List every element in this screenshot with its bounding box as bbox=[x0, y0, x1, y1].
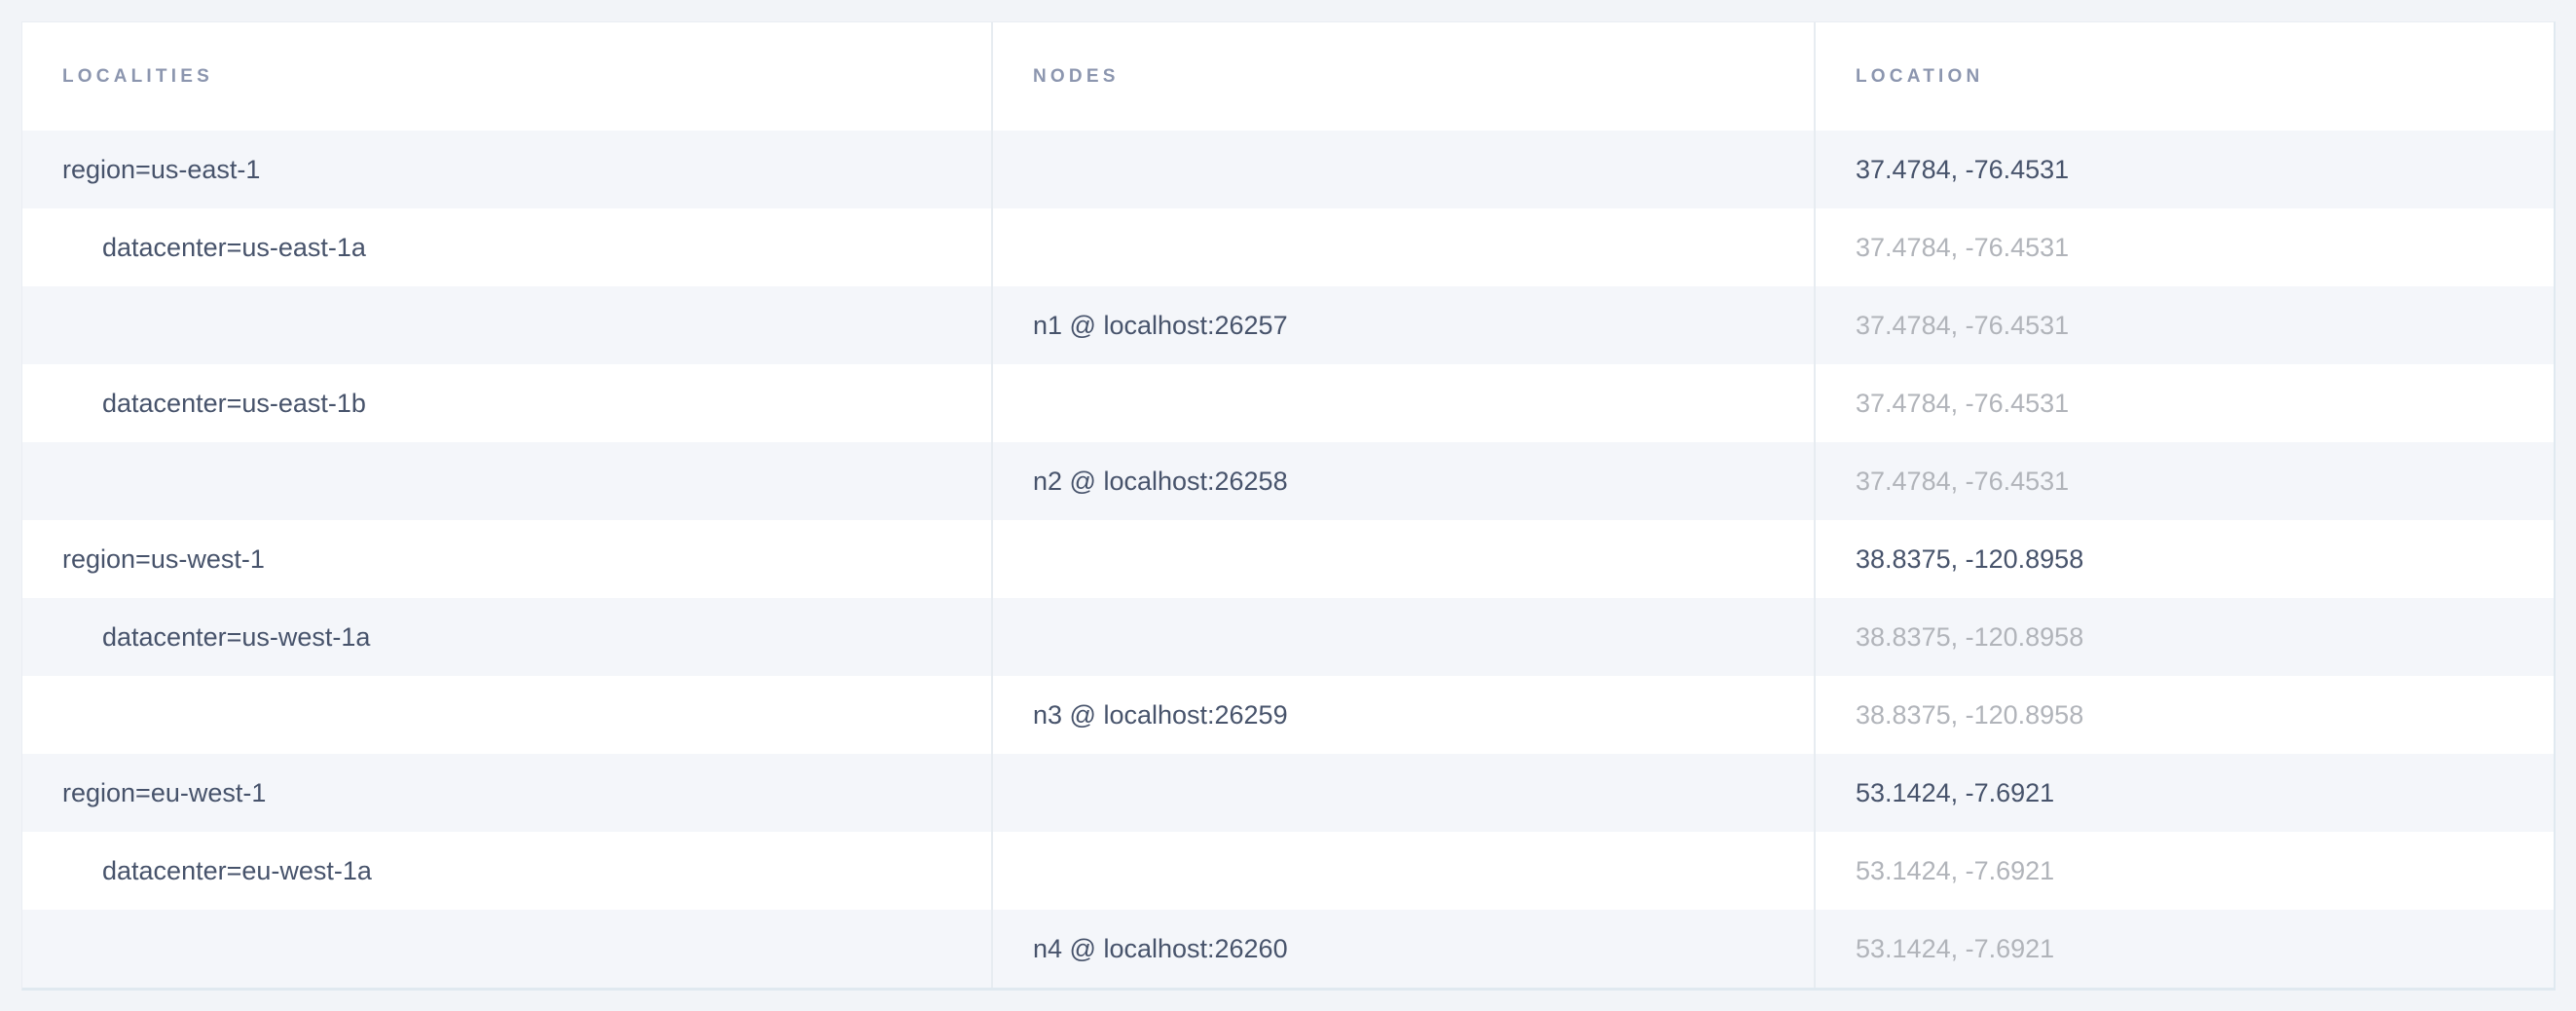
locality-cell: datacenter=us-west-1a bbox=[102, 621, 371, 652]
locality-cell: region=us-west-1 bbox=[62, 543, 265, 574]
location-cell: 38.8375, -120.8958 bbox=[1814, 520, 2554, 598]
node-cell bbox=[991, 754, 1814, 832]
table-row: datacenter=us-east-1b 37.4784, -76.4531 bbox=[22, 364, 2554, 442]
locality-cell: region=us-east-1 bbox=[62, 154, 261, 184]
table-row: datacenter=us-east-1a 37.4784, -76.4531 bbox=[22, 208, 2554, 286]
table-row: region=eu-west-1 53.1424, -7.6921 bbox=[22, 754, 2554, 832]
location-cell: 37.4784, -76.4531 bbox=[1814, 364, 2554, 442]
location-cell: 37.4784, -76.4531 bbox=[1814, 131, 2554, 208]
locality-cell bbox=[22, 676, 991, 754]
table-row: region=us-east-1 37.4784, -76.4531 bbox=[22, 131, 2554, 208]
table-row: datacenter=eu-west-1a 53.1424, -7.6921 bbox=[22, 832, 2554, 910]
locality-cell bbox=[22, 442, 991, 520]
location-cell: 53.1424, -7.6921 bbox=[1814, 910, 2554, 988]
locality-cell bbox=[22, 910, 991, 988]
node-cell bbox=[991, 131, 1814, 208]
location-cell: 37.4784, -76.4531 bbox=[1814, 286, 2554, 364]
location-cell: 53.1424, -7.6921 bbox=[1814, 832, 2554, 910]
table-row: n2 @ localhost:26258 37.4784, -76.4531 bbox=[22, 442, 2554, 520]
table-row: datacenter=us-west-1a 38.8375, -120.8958 bbox=[22, 598, 2554, 676]
location-cell: 37.4784, -76.4531 bbox=[1814, 208, 2554, 286]
node-cell bbox=[991, 520, 1814, 598]
locality-cell: datacenter=eu-west-1a bbox=[102, 855, 372, 885]
table-row: n3 @ localhost:26259 38.8375, -120.8958 bbox=[22, 676, 2554, 754]
locality-cell: datacenter=us-east-1a bbox=[102, 232, 366, 262]
locality-cell: region=eu-west-1 bbox=[62, 777, 267, 807]
node-cell bbox=[991, 832, 1814, 910]
table-header-row: LOCALITIES NODES LOCATION bbox=[22, 22, 2554, 131]
location-cell: 53.1424, -7.6921 bbox=[1814, 754, 2554, 832]
location-cell: 37.4784, -76.4531 bbox=[1814, 442, 2554, 520]
locality-cell: datacenter=us-east-1b bbox=[102, 388, 366, 418]
node-cell bbox=[991, 598, 1814, 676]
column-header-nodes: NODES bbox=[991, 22, 1814, 131]
node-cell: n1 @ localhost:26257 bbox=[991, 286, 1814, 364]
table-row: n4 @ localhost:26260 53.1424, -7.6921 bbox=[22, 910, 2554, 988]
node-cell bbox=[991, 208, 1814, 286]
localities-table: LOCALITIES NODES LOCATION region=us-east… bbox=[21, 21, 2556, 991]
node-cell bbox=[991, 364, 1814, 442]
location-cell: 38.8375, -120.8958 bbox=[1814, 598, 2554, 676]
node-cell: n4 @ localhost:26260 bbox=[991, 910, 1814, 988]
location-cell: 38.8375, -120.8958 bbox=[1814, 676, 2554, 754]
table-row: region=us-west-1 38.8375, -120.8958 bbox=[22, 520, 2554, 598]
table-row: n1 @ localhost:26257 37.4784, -76.4531 bbox=[22, 286, 2554, 364]
column-header-location: LOCATION bbox=[1814, 22, 2554, 131]
locality-cell bbox=[22, 286, 991, 364]
node-cell: n2 @ localhost:26258 bbox=[991, 442, 1814, 520]
column-header-localities: LOCALITIES bbox=[62, 65, 213, 87]
node-cell: n3 @ localhost:26259 bbox=[991, 676, 1814, 754]
